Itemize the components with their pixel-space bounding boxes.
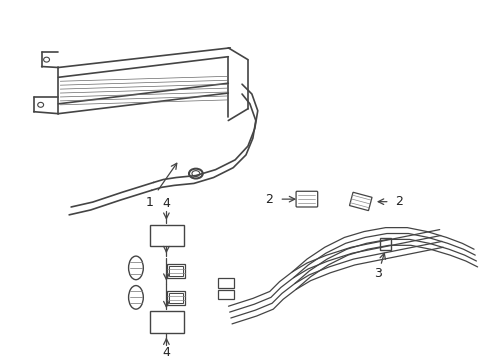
Polygon shape <box>349 192 371 211</box>
Bar <box>149 225 183 246</box>
Bar <box>218 289 234 299</box>
Text: 3: 3 <box>373 267 381 280</box>
Bar <box>169 293 183 303</box>
Bar <box>379 238 390 250</box>
Text: 4: 4 <box>162 197 170 210</box>
Text: 2: 2 <box>395 195 403 208</box>
Bar <box>218 278 234 288</box>
Text: 2: 2 <box>265 193 273 206</box>
Text: 4: 4 <box>162 346 170 359</box>
Bar <box>167 292 184 305</box>
Text: 1: 1 <box>145 195 153 208</box>
Bar <box>169 266 183 276</box>
FancyBboxPatch shape <box>295 191 317 207</box>
Bar <box>167 264 184 278</box>
Bar <box>149 311 183 333</box>
